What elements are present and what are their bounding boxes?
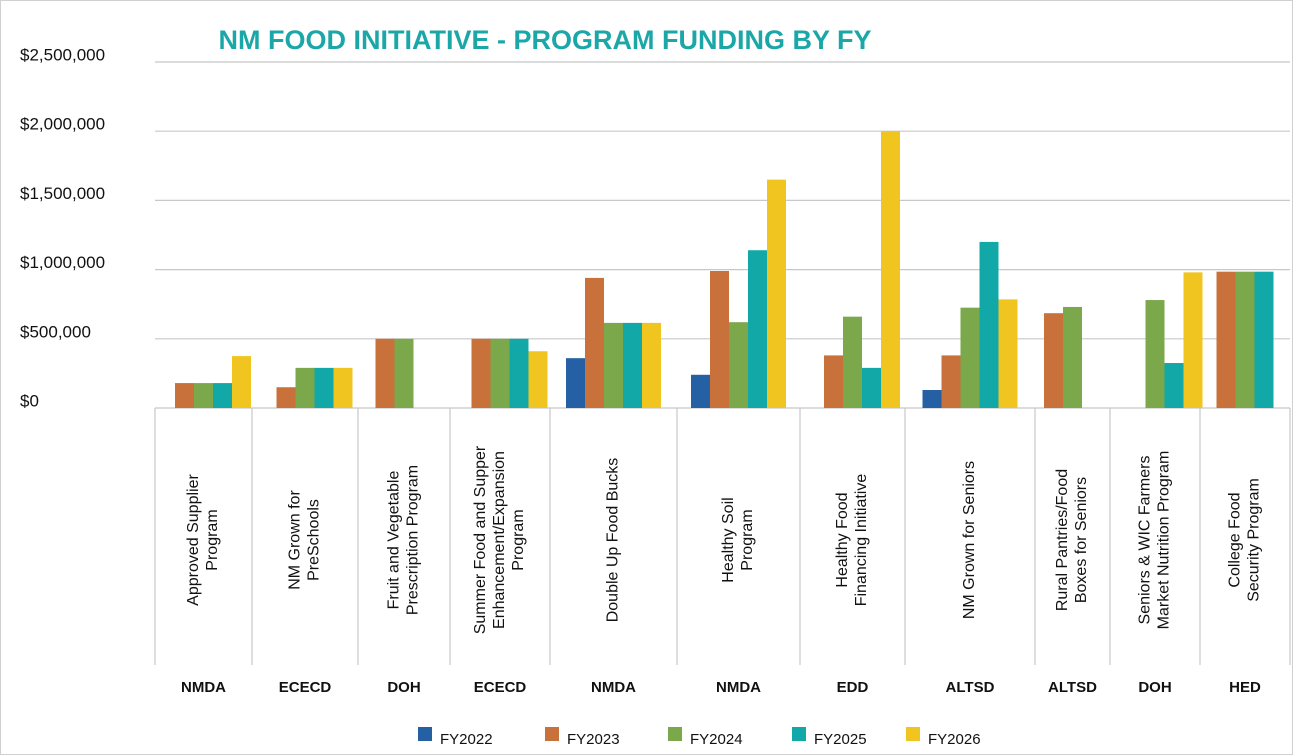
bar: [1164, 363, 1184, 408]
bar: [509, 338, 529, 408]
bar: [1145, 300, 1165, 408]
y-tick-label: $2,500,000: [20, 45, 105, 64]
bar: [623, 322, 642, 408]
bar: [1183, 272, 1203, 408]
legend-label: FY2022: [440, 731, 493, 748]
agency-label: NMDA: [591, 679, 636, 696]
bar: [175, 383, 194, 408]
bar: [843, 316, 862, 408]
legend-swatch: [792, 727, 806, 741]
x-tick-label: NM Grown for Seniors: [961, 461, 978, 619]
agency-label: DOH: [1138, 679, 1171, 696]
bar: [710, 270, 729, 408]
bar: [604, 322, 623, 408]
y-tick-label: $1,000,000: [20, 253, 105, 272]
y-tick-label: $1,500,000: [20, 184, 105, 203]
bar: [960, 307, 980, 408]
bar: [394, 338, 414, 408]
agency-label: NMDA: [716, 679, 761, 696]
bar: [1254, 271, 1274, 408]
bar: [375, 338, 395, 408]
bar: [824, 355, 843, 408]
chart-title: NM FOOD INITIATIVE - PROGRAM FUNDING BY …: [219, 25, 872, 55]
legend-swatch: [906, 727, 920, 741]
x-tick-label: Rural Pantries/Food Boxes for Seniors: [1054, 469, 1090, 611]
x-tick-label: NM Grown for PreSchools: [287, 490, 323, 590]
agency-label: ECECD: [279, 679, 332, 696]
x-tick-label: College Food Security Program: [1227, 478, 1263, 602]
bar: [471, 338, 491, 408]
bar: [585, 277, 604, 408]
legend-swatch: [668, 727, 682, 741]
bar: [979, 241, 999, 408]
agency-label: ALTSD: [946, 679, 995, 696]
bar: [295, 367, 315, 408]
x-tick-label: Healthy Soil Program: [720, 497, 756, 582]
bar: [691, 374, 710, 408]
legend-label: FY2024: [690, 731, 743, 748]
bar: [566, 358, 585, 408]
legend-swatch: [545, 727, 559, 741]
bar: [490, 338, 510, 408]
bar: [881, 131, 900, 408]
bar: [922, 390, 942, 408]
bar: [213, 383, 232, 408]
x-tick-label: Healthy Food Financing Initiative: [834, 474, 870, 607]
y-tick-label: $2,000,000: [20, 115, 105, 134]
agency-label: HED: [1229, 679, 1261, 696]
bar: [314, 367, 334, 408]
bar: [1235, 271, 1255, 408]
y-tick-label: $500,000: [20, 322, 91, 341]
bar: [941, 355, 961, 408]
bar: [767, 179, 786, 408]
x-tick-label: Seniors & WIC Farmers Market Nutrition Pr…: [1137, 451, 1173, 630]
bar: [1063, 306, 1082, 408]
bar: [729, 322, 748, 408]
y-tick-label: $0: [20, 391, 39, 410]
x-tick-label: Double Up Food Bucks: [605, 458, 622, 623]
bar: [528, 351, 548, 408]
x-tick-label: Approved Supplier Program: [185, 474, 221, 606]
legend-label: FY2023: [567, 731, 620, 748]
bar: [276, 387, 296, 408]
legend-swatch: [418, 727, 432, 741]
legend-label: FY2025: [814, 731, 867, 748]
legend-label: FY2026: [928, 731, 981, 748]
agency-label: ECECD: [474, 679, 527, 696]
bar: [748, 250, 767, 408]
bar: [232, 356, 251, 408]
bar: [1044, 313, 1063, 408]
bar: [642, 322, 661, 408]
bar: [333, 367, 353, 408]
bar: [998, 299, 1018, 408]
bar: [194, 383, 213, 408]
bar: [1216, 271, 1236, 408]
agency-label: EDD: [837, 679, 869, 696]
agency-label: DOH: [387, 679, 420, 696]
agency-label: NMDA: [181, 679, 226, 696]
agency-label: ALTSD: [1048, 679, 1097, 696]
bar: [862, 367, 881, 408]
x-tick-label: Fruit and Vegetable Prescription Program: [386, 465, 422, 615]
x-tick-label: Summer Food and Supper Enhancement/Expans…: [472, 445, 527, 634]
